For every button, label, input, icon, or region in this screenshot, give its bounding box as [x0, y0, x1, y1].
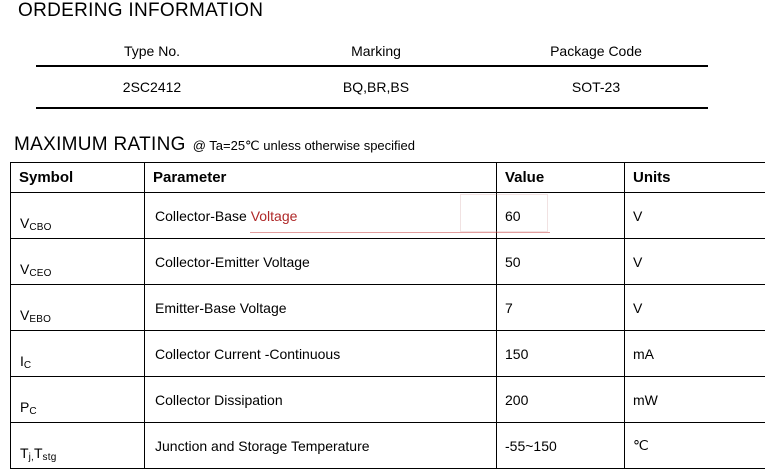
cell-symbol: VEBO [11, 285, 145, 331]
symbol-subscript: j, [29, 452, 34, 463]
symbol-main-2: T [34, 445, 43, 461]
maximum-rating-note: @ Ta=25℃ unless otherwise specified [193, 138, 415, 153]
cell-value: 200 [497, 377, 625, 423]
column-header-marking: Marking [268, 36, 484, 66]
cell-symbol: VCBO [11, 193, 145, 239]
table-row: 2SC2412 BQ,BR,BS SOT-23 [36, 66, 708, 108]
column-header-parameter: Parameter [145, 163, 497, 193]
symbol-subscript: C [24, 360, 31, 371]
column-header-value: Value [497, 163, 625, 193]
cell-units: V [625, 239, 765, 285]
table-row: IC Collector Current -Continuous 150 mA [11, 331, 765, 377]
symbol-main: P [20, 399, 29, 415]
maximum-rating-title-text: MAXIMUM RATING [14, 134, 186, 155]
cell-value: 60 [497, 193, 625, 239]
symbol-subscript: CBO [29, 222, 51, 233]
cell-symbol: IC [11, 331, 145, 377]
cell-symbol: VCEO [11, 239, 145, 285]
cell-units: mW [625, 377, 765, 423]
table-header-row: Symbol Parameter Value Units [11, 163, 765, 193]
cell-value: 50 [497, 239, 625, 285]
cell-units: V [625, 285, 765, 331]
symbol-main: T [20, 445, 29, 461]
table-row: VEBO Emitter-Base Voltage 7 V [11, 285, 765, 331]
column-header-type-no: Type No. [36, 36, 268, 66]
cell-package-code: SOT-23 [484, 66, 708, 108]
table-row: PC Collector Dissipation 200 mW [11, 377, 765, 423]
cell-units: mA [625, 331, 765, 377]
cell-units: V [625, 193, 765, 239]
table-row: Tj,Tstg Junction and Storage Temperature… [11, 423, 765, 469]
cell-marking: BQ,BR,BS [268, 66, 484, 108]
cell-value: -55~150 [497, 423, 625, 469]
maximum-rating-title: MAXIMUM RATING @ Ta=25℃ unless otherwise … [14, 134, 415, 156]
cell-parameter: Collector-Emitter Voltage [145, 239, 497, 285]
cell-parameter: Junction and Storage Temperature [145, 423, 497, 469]
symbol-subscript: EBO [29, 314, 51, 325]
cell-parameter: Emitter-Base Voltage [145, 285, 497, 331]
symbol-subscript: C [29, 406, 36, 417]
table-row: VCBO Collector-Base Voltage 60 V [11, 193, 765, 239]
table-header-row: Type No. Marking Package Code [36, 36, 708, 66]
column-header-symbol: Symbol [11, 163, 145, 193]
cell-parameter: Collector Dissipation [145, 377, 497, 423]
symbol-subscript-2: stg [43, 452, 57, 463]
cell-value: 150 [497, 331, 625, 377]
symbol-subscript: CEO [29, 268, 51, 279]
column-header-package-code: Package Code [484, 36, 708, 66]
table-row: VCEO Collector-Emitter Voltage 50 V [11, 239, 765, 285]
symbol-main: V [20, 307, 29, 323]
cell-symbol: Tj,Tstg [11, 423, 145, 469]
cell-symbol: PC [11, 377, 145, 423]
cell-parameter: Collector-Base Voltage [145, 193, 497, 239]
cell-value: 7 [497, 285, 625, 331]
maximum-rating-table: Symbol Parameter Value Units VCBO Collec… [10, 162, 753, 469]
column-header-units: Units [625, 163, 765, 193]
ordering-information-title: ORDERING INFORMATION [18, 0, 263, 22]
symbol-main: V [20, 215, 29, 231]
ordering-information-table: Type No. Marking Package Code 2SC2412 BQ… [36, 36, 708, 109]
cell-units: ℃ [625, 423, 765, 469]
cell-parameter: Collector Current -Continuous [145, 331, 497, 377]
artifact-tinted-word: Voltage [251, 208, 298, 224]
symbol-main: V [20, 261, 29, 277]
cell-type-no: 2SC2412 [36, 66, 268, 108]
